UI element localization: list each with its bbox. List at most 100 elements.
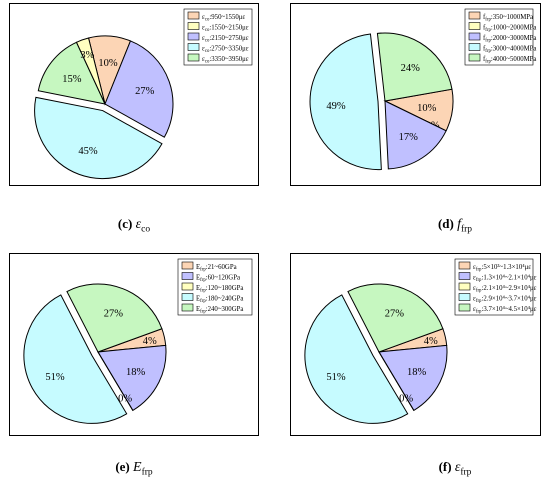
chart-frame-e: 4% 18% 0% 51% 27% Efrp:21~60GPa Efrp:60~120GPa… [9, 253, 259, 436]
slice-label: 10% [98, 58, 118, 69]
slice-label: 15% [62, 74, 82, 85]
legend-entry: Efrp:120~180GPa [196, 285, 243, 294]
caption-f: (f) εfrp [355, 459, 550, 478]
caption-symbol: ε [135, 217, 142, 232]
pie-chart-e: 4% 18% 0% 51% 27% Efrp:21~60GPa Efrp:60~120GPa… [23, 258, 253, 424]
slice-label: 3% [80, 50, 94, 61]
pie-slice [66, 283, 163, 353]
caption-subscript: frp [141, 467, 153, 478]
pie-chart-d: 10%0%17%49%24%ffrp:350~1000MPaffrp:1000~… [309, 8, 536, 170]
legend-swatch [181, 282, 194, 291]
legend-swatch [181, 293, 194, 301]
slice-label: 17% [399, 132, 419, 143]
pie-slice [309, 33, 382, 170]
caption-d: (d) ffrp [355, 216, 550, 235]
caption-symbol: ε [454, 460, 461, 475]
legend: ffrp:350~1000MPa ffrp:1000~2000MPaffrp:20… [464, 8, 536, 66]
caption-subscript: frp [460, 467, 472, 478]
legend-swatch [187, 43, 200, 51]
legend-entry: Efrp:60~120GPa [196, 275, 240, 284]
legend: Efrp:21~60GPa Efrp:60~120GPaEfrp:120~180G… [177, 258, 253, 316]
slice-label: 27% [385, 309, 405, 320]
pie-slice [347, 283, 444, 353]
pie-slice [304, 294, 409, 424]
chart-frame-f: 4% 18% 0% 51% 27% εfrp:5×10³~1.3×10⁴με εfrp:1.… [290, 253, 541, 436]
pie-chart-f: 4% 18% 0% 51% 27% εfrp:5×10³~1.3×10⁴με εfrp:1.… [304, 258, 537, 424]
chart-frame-d: 10%0%17%49%24%ffrp:350~1000MPaffrp:1000~… [290, 3, 541, 186]
pie-slice [75, 37, 106, 105]
legend-swatch [187, 11, 200, 20]
pie-slice [34, 96, 163, 179]
slice-label: 45% [78, 146, 98, 157]
slice-label: 18% [126, 367, 146, 378]
legend-swatch [468, 11, 481, 20]
legend-entry: εco:1550~2150με [202, 25, 249, 34]
legend-entry: ffrp:4000~5000MPa [483, 56, 536, 65]
legend-entry: ffrp:1000~2000MPa [483, 25, 536, 34]
legend-swatch [468, 43, 481, 51]
slice-label: 18% [407, 367, 427, 378]
legend-entry: εco:950~1550με [202, 14, 245, 23]
legend-swatch [458, 303, 471, 312]
slice-label: 49% [326, 101, 346, 112]
pie-chart-c: 10% 27% 45% 15% 3% εco:950~1550με εco:1550~215… [34, 8, 253, 179]
caption-e: (e) Efrp [34, 459, 234, 478]
legend-entry: ffrp:3000~4000MPa [483, 46, 536, 55]
legend-swatch [458, 282, 471, 291]
slice-label: 27% [135, 86, 155, 97]
legend: εco:950~1550με εco:1550~2150μεεco:2150~27… [183, 8, 253, 66]
caption-letter: (f) [438, 459, 452, 474]
caption-symbol: f [457, 217, 461, 232]
pie-slice [378, 344, 448, 412]
pie-slice [37, 41, 106, 105]
slice-label: 27% [104, 309, 124, 320]
legend-entry: εco:2750~3350με [202, 46, 249, 55]
pie-slice [97, 344, 167, 412]
legend-swatch [458, 272, 471, 280]
legend-swatch [181, 261, 194, 270]
legend-entry: Efrp:180~240GPa [196, 296, 243, 305]
slice-label: 51% [45, 372, 65, 383]
pie-slice [23, 294, 128, 424]
legend-swatch [181, 272, 194, 280]
slice-label: 51% [326, 372, 346, 383]
legend-entry: εfrp:3.7×10⁴~4.5×10⁴με [473, 306, 537, 315]
legend-entry: Efrp:21~60GPa [196, 264, 237, 273]
legend-entry: εfrp:1.3×10⁴~2.1×10⁴με [473, 275, 537, 284]
slice-label: 4% [424, 336, 438, 347]
legend-entry: Efrp:240~300GPa [196, 306, 243, 315]
legend-swatch [181, 303, 194, 312]
legend-swatch [187, 53, 200, 62]
slice-label: 10% [417, 103, 437, 114]
caption-letter: (d) [437, 216, 454, 231]
legend-entry: εfrp:2.9×10⁴~3.7×10⁴με [473, 296, 537, 305]
legend-swatch [468, 53, 481, 62]
legend-entry: ffrp:350~1000MPa [483, 14, 533, 23]
caption-subscript: co [141, 224, 151, 235]
slice-label: 4% [143, 336, 157, 347]
legend-entry: εfrp:5×10³~1.3×10⁴με [473, 264, 531, 273]
slice-label: 0% [118, 394, 132, 405]
pie-slice [104, 40, 174, 138]
chart-frame-c: 10% 27% 45% 15% 3% εco:950~1550με εco:1550~215… [9, 3, 259, 186]
legend-swatch [468, 22, 481, 30]
slice-label: 24% [401, 63, 421, 74]
legend-swatch [187, 22, 200, 30]
legend-entry: ffrp:2000~3000MPa [483, 35, 536, 44]
caption-letter: (c) [117, 216, 133, 231]
legend-entry: εco:3350~3950με [202, 56, 249, 65]
legend-swatch [458, 261, 471, 270]
caption-subscript: frp [460, 224, 473, 235]
legend-entry: εco:2150~2750με [202, 35, 249, 44]
legend-swatch [458, 293, 471, 301]
slice-label: 0% [399, 394, 413, 405]
pie-slice [376, 32, 453, 102]
legend-swatch [468, 32, 481, 41]
pie-slice [97, 351, 134, 411]
legend: εfrp:5×10³~1.3×10⁴με εfrp:1.3×10⁴~2.1×10⁴… [454, 258, 537, 316]
pie-slice [384, 100, 447, 170]
legend-entry: εfrp:2.1×10⁴~2.9×10⁴με [473, 285, 537, 294]
caption-letter: (e) [115, 459, 130, 474]
caption-c: (c) εco [34, 216, 234, 235]
legend-swatch [187, 32, 200, 41]
